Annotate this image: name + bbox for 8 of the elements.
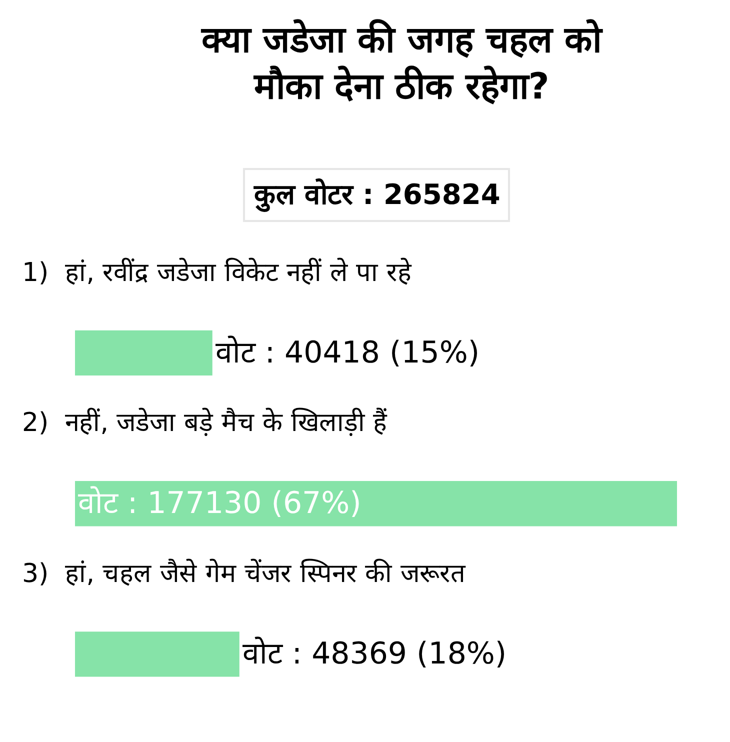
y-tick-label: 1) हां, रवींद्र जडेजा विकेट नहीं ले पा रहे (22, 257, 412, 288)
data-label: वोट : 48369 (18%) (242, 636, 507, 672)
chart-subtitle: कुल वोटर : 265824 (253, 178, 500, 212)
chart-title: क्या जडेजा की जगह चहल को मौका देना ठीक रहेगा? (200, 18, 604, 108)
data-label: वोट : 177130 (67%) (78, 486, 362, 522)
y-tick-label: 2) नहीं, जडेजा बड़े मैच के खिलाड़ी हैं (22, 407, 388, 438)
y-tick-label: 3) हां, चहल जैसे गेम चेंजर स्पिनर की जरूरत (22, 558, 466, 589)
data-label: वोट : 40418 (15%) (215, 335, 480, 370)
